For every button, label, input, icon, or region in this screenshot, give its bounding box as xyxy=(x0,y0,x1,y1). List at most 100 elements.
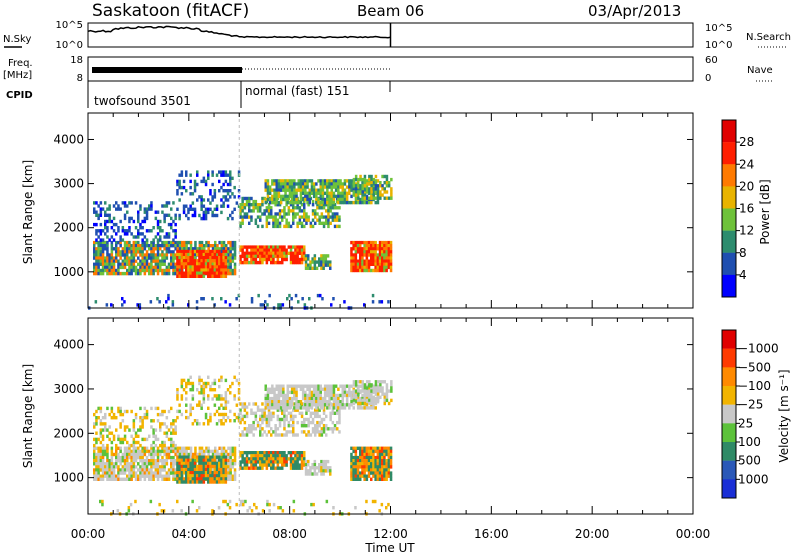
heatmap-cell xyxy=(130,443,133,448)
heatmap-cell xyxy=(365,462,369,466)
heatmap-cell xyxy=(198,244,202,248)
heatmap-cell xyxy=(289,260,293,265)
heatmap-cell xyxy=(222,464,225,469)
heatmap-cell xyxy=(222,449,226,454)
heatmap-cell xyxy=(261,245,264,249)
heatmap-cell xyxy=(368,395,371,399)
heatmap-cell xyxy=(363,193,367,197)
heatmap-cell xyxy=(167,265,171,270)
heatmap-cell xyxy=(315,403,318,407)
colorbar-tick-label: 4 xyxy=(739,268,747,282)
heatmap-cell xyxy=(207,256,210,260)
heatmap-cell xyxy=(115,462,118,466)
heatmap-cell xyxy=(93,455,96,460)
heatmap-cell xyxy=(209,412,212,417)
heatmap-cell xyxy=(307,417,310,422)
heatmap-cell xyxy=(126,459,129,463)
heatmap-cell xyxy=(385,477,388,481)
heatmap-cell xyxy=(233,477,237,481)
heatmap-cell xyxy=(224,400,228,404)
heatmap-cell xyxy=(93,256,96,260)
heatmap-cell xyxy=(250,209,253,213)
heatmap-cell xyxy=(308,197,311,202)
heatmap-cell xyxy=(161,440,164,445)
heatmap-cell xyxy=(224,256,228,260)
heatmap-cell xyxy=(226,502,230,507)
heatmap-cell xyxy=(209,467,212,472)
heatmap-cell xyxy=(378,465,382,469)
heatmap-cell xyxy=(130,247,133,251)
heatmap-cell xyxy=(270,215,273,219)
heatmap-cell xyxy=(383,465,386,469)
heatmap-cell xyxy=(104,428,107,432)
heatmap-cell xyxy=(389,253,393,257)
heatmap-cell xyxy=(365,499,368,504)
heatmap-cell xyxy=(378,247,382,251)
heatmap-cell xyxy=(182,378,186,383)
heatmap-cell xyxy=(187,240,191,245)
heatmap-cell xyxy=(299,197,303,202)
heatmap-cell xyxy=(303,248,306,252)
heatmap-cell xyxy=(283,463,286,467)
heatmap-cell xyxy=(261,460,264,464)
heatmap-cell xyxy=(300,454,304,458)
heatmap-cell xyxy=(337,396,340,401)
heatmap-cell xyxy=(282,185,285,189)
heatmap-cell xyxy=(198,274,201,278)
heatmap-cell xyxy=(218,471,221,475)
heatmap-cell xyxy=(356,462,360,466)
heatmap-cell xyxy=(174,459,177,463)
heatmap-cell xyxy=(163,452,166,457)
heatmap-cell xyxy=(261,199,264,204)
heatmap-cell xyxy=(202,461,206,466)
heatmap-cell xyxy=(176,189,179,193)
heatmap-cell xyxy=(383,265,386,270)
heatmap-cell xyxy=(106,262,109,266)
heatmap-cell xyxy=(275,393,278,398)
heatmap-cell xyxy=(123,468,127,472)
heatmap-cell xyxy=(224,391,228,395)
heatmap-cell xyxy=(354,247,358,251)
heatmap-cell xyxy=(256,457,260,461)
heatmap-cell xyxy=(367,253,371,257)
heatmap-cell xyxy=(196,455,199,459)
heatmap-cell xyxy=(274,224,277,229)
heatmap-cell xyxy=(250,427,253,431)
heatmap-cell xyxy=(296,251,299,255)
heatmap-cell xyxy=(354,193,358,197)
heatmap-cell xyxy=(176,467,179,472)
heatmap-cell xyxy=(319,390,322,395)
heatmap-cell xyxy=(292,221,295,225)
heatmap-cell xyxy=(189,467,192,472)
heatmap-cell xyxy=(156,210,160,214)
heatmap-cell xyxy=(159,235,162,239)
heatmap-cell xyxy=(119,244,122,248)
heatmap-cell xyxy=(259,215,262,219)
heatmap-cell xyxy=(311,203,315,207)
heatmap-cell xyxy=(218,477,221,481)
heatmap-cell xyxy=(176,207,179,211)
heatmap-cell xyxy=(307,215,310,219)
heatmap-cell xyxy=(296,408,299,412)
heatmap-cell xyxy=(343,300,346,304)
heatmap-cell xyxy=(198,268,201,272)
heatmap-cell xyxy=(292,466,295,470)
heatmap-cell xyxy=(189,455,193,460)
heatmap-cell xyxy=(283,433,286,437)
heatmap-cell xyxy=(137,235,140,239)
heatmap-cell xyxy=(282,188,285,192)
heatmap-cell xyxy=(204,259,208,263)
heatmap-cell xyxy=(172,268,175,273)
heatmap-cell xyxy=(274,451,277,455)
heatmap-cell xyxy=(148,462,151,466)
heatmap-cell xyxy=(285,414,288,419)
heatmap-cell xyxy=(288,400,292,404)
heatmap-cell xyxy=(123,229,127,233)
heatmap-cell xyxy=(204,207,208,211)
heatmap-cell xyxy=(134,477,138,481)
heatmap-cell xyxy=(156,471,160,475)
heatmap-cell xyxy=(259,424,262,428)
heatmap-cell xyxy=(295,396,298,401)
heatmap-cell xyxy=(159,425,162,429)
heatmap-cell xyxy=(292,451,295,455)
